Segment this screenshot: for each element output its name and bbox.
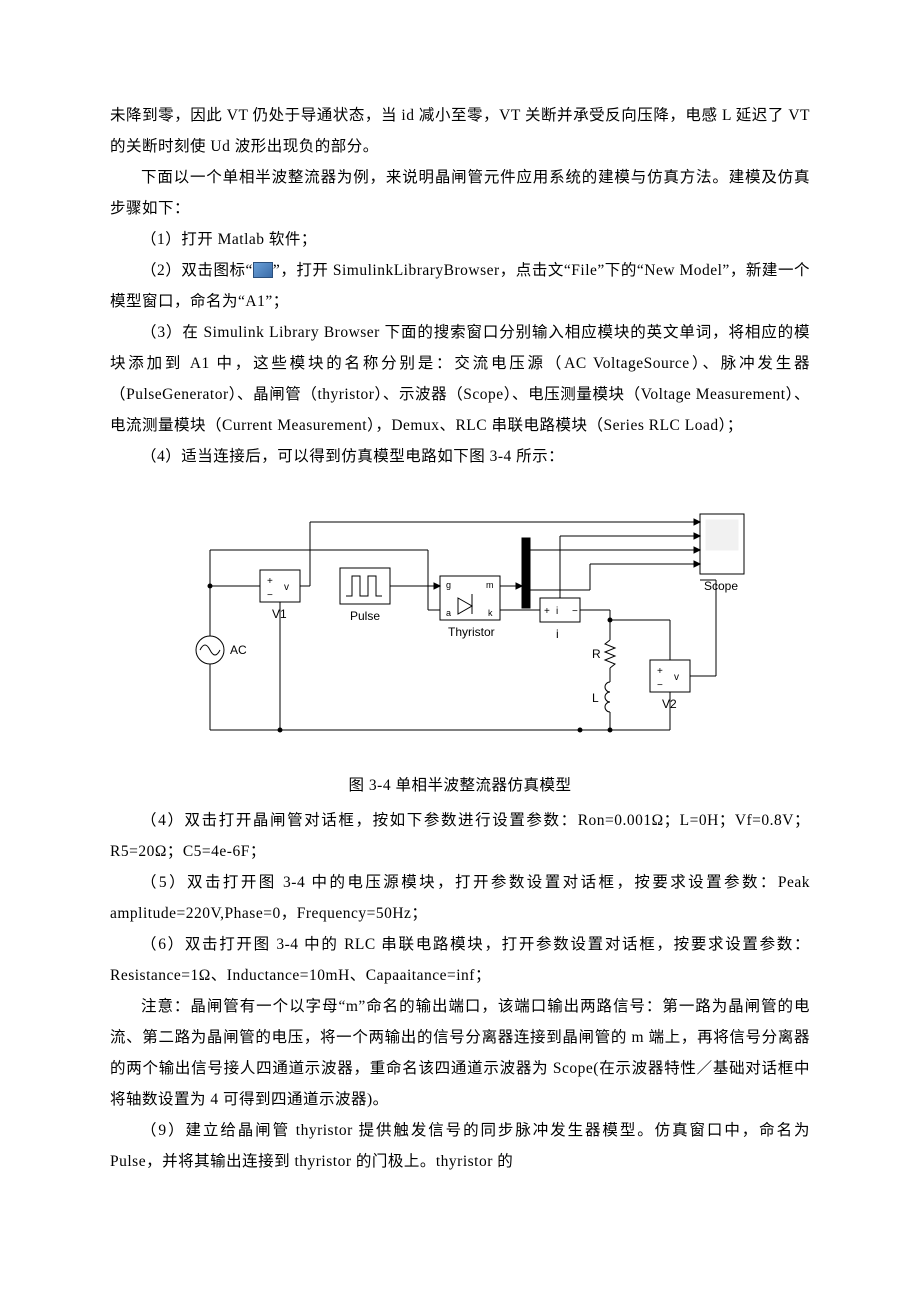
- step-1: （1）打开 Matlab 软件；: [110, 224, 810, 255]
- lbl-pulse: Pulse: [350, 609, 380, 623]
- step-2-pre: （2）双击图标“: [141, 262, 253, 279]
- step-5: （5）双击打开图 3-4 中的电压源模块，打开参数设置对话框，按要求设置参数：P…: [110, 867, 810, 929]
- lbl-a: a: [446, 608, 451, 618]
- step-2: （2）双击图标“”，打开 SimulinkLibraryBrowser，点击文“…: [110, 255, 810, 317]
- lbl-v2: V2: [662, 697, 677, 711]
- step-6: （6）双击打开图 3-4 中的 RLC 串联电路模块，打开参数设置对话框，按要求…: [110, 929, 810, 991]
- step-4a: （4）适当连接后，可以得到仿真模型电路如下图 3-4 所示：: [110, 441, 810, 472]
- step-9: （9）建立给晶闸管 thyristor 提供触发信号的同步脉冲发生器模型。仿真窗…: [110, 1115, 810, 1177]
- svg-text:+: +: [657, 666, 663, 677]
- figure-caption: 图 3-4 单相半波整流器仿真模型: [110, 770, 810, 801]
- svg-text:−: −: [572, 606, 578, 617]
- lbl-m: m: [486, 580, 494, 590]
- lbl-r: R: [592, 647, 601, 661]
- svg-text:−: −: [267, 590, 273, 601]
- lbl-ac: AC: [230, 643, 247, 657]
- paragraph-continuation: 未降到零，因此 VT 仍处于导通状态，当 id 减小至零，VT 关断并承受反向压…: [110, 100, 810, 162]
- lbl-thyristor: Thyristor: [448, 625, 495, 639]
- svg-text:v: v: [284, 582, 289, 593]
- step-4b: （4）双击打开晶闸管对话框，按如下参数进行设置参数：Ron=0.001Ω；L=0…: [110, 805, 810, 867]
- paragraph-intro: 下面以一个单相半波整流器为例，来说明晶闸管元件应用系统的建模与仿真方法。建模及仿…: [110, 162, 810, 224]
- simulink-icon: [253, 262, 273, 278]
- lbl-i: i: [556, 627, 559, 641]
- simulink-diagram: AC + − v V1 Pulse g m a k Thyristor: [160, 490, 760, 760]
- step-3: （3）在 Simulink Library Browser 下面的搜索窗口分别输…: [110, 317, 810, 441]
- figure-3-4: AC + − v V1 Pulse g m a k Thyristor: [110, 490, 810, 760]
- lbl-g: g: [446, 580, 451, 590]
- svg-text:v: v: [674, 672, 679, 683]
- svg-text:+: +: [544, 606, 550, 617]
- note-paragraph: 注意：晶闸管有一个以字母“m”命名的输出端口，该端口输出两路信号：第一路为晶闸管…: [110, 991, 810, 1115]
- lbl-l: L: [592, 691, 599, 705]
- svg-text:+: +: [267, 576, 273, 587]
- lbl-k: k: [488, 608, 493, 618]
- lbl-v1: V1: [272, 607, 287, 621]
- svg-text:i: i: [556, 606, 558, 617]
- svg-text:−: −: [657, 680, 663, 691]
- lbl-scope: Scope: [704, 579, 738, 593]
